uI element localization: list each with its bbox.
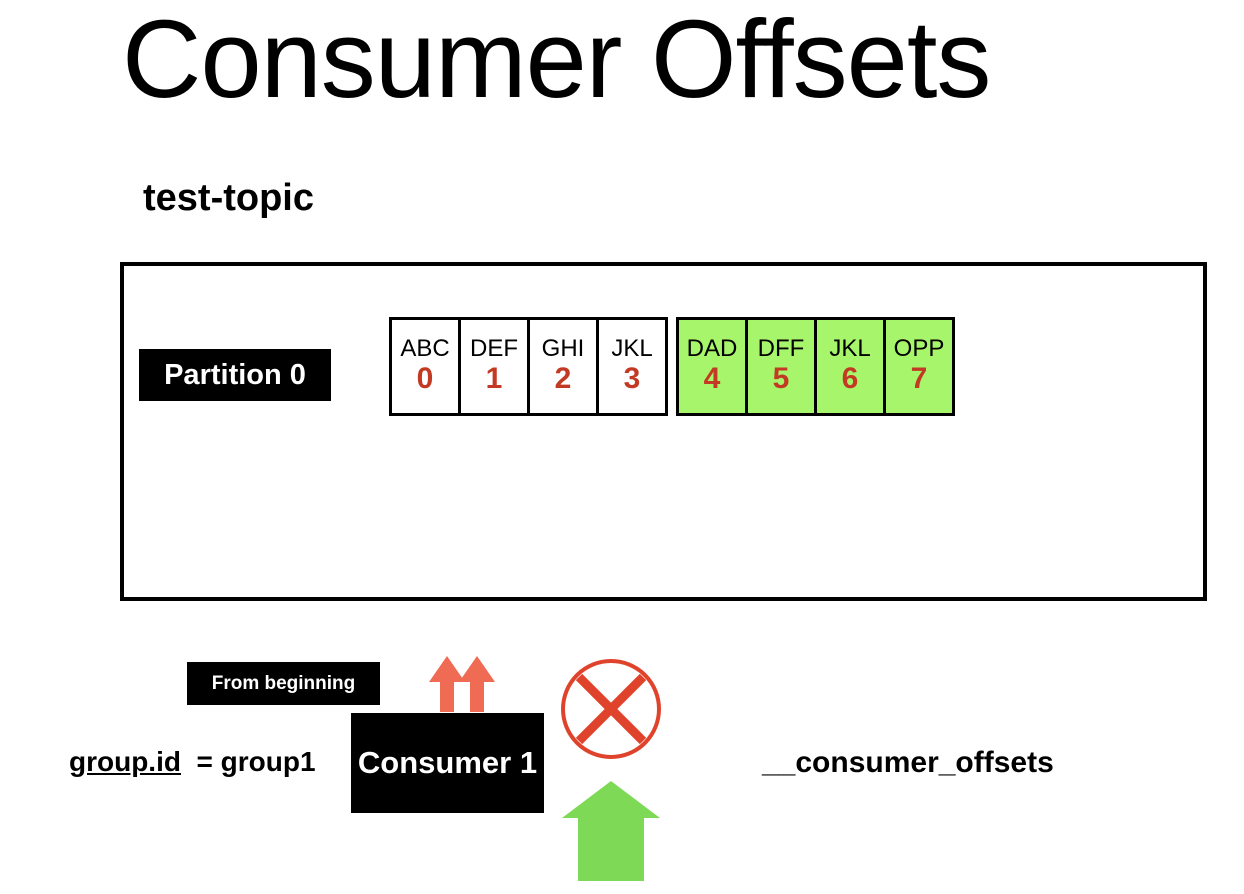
new-messages-group: DAD 4 DFF 5 JKL 6 OPP 7 [676,317,955,416]
message-key: JKL [829,335,871,362]
diagram-title: Consumer Offsets [122,0,991,121]
message-offset: 5 [772,362,790,395]
message-key: DEF [470,335,518,362]
message-offset: 0 [416,362,434,395]
topic-name: test-topic [143,177,314,219]
consumer-offsets-topic: __consumer_offsets [762,746,1054,779]
message-key: DAD [686,335,738,362]
from-beginning-badge: From beginning [187,662,380,705]
partition-label: Partition 0 [139,349,331,401]
group-id-label: group.id = group1 [69,746,316,778]
message-offset: 1 [485,362,503,395]
message-key: OPP [893,335,945,362]
up-arrow-icon [562,781,660,881]
message-cell: OPP 7 [883,317,955,416]
message-offset: 6 [841,362,859,395]
message-cell: JKL 6 [814,317,886,416]
message-key: GHI [541,335,585,362]
message-offset: 3 [623,362,641,395]
consumed-messages-group: ABC 0 DEF 1 GHI 2 JKL 3 [389,317,668,416]
message-cell: DEF 1 [458,317,530,416]
message-cell: DFF 5 [745,317,817,416]
group-id-key: group.id [69,746,181,777]
message-cell: GHI 2 [527,317,599,416]
message-key: DFF [757,335,805,362]
message-cell: DAD 4 [676,317,748,416]
cross-circle-icon [561,659,661,759]
message-cell: ABC 0 [389,317,461,416]
message-key: JKL [611,335,653,362]
message-offset: 2 [554,362,572,395]
message-offset: 7 [910,362,928,395]
group-id-value: = group1 [196,746,316,777]
message-offset: 4 [703,362,721,395]
topic-box [120,262,1207,601]
message-cell: JKL 3 [596,317,668,416]
double-up-arrow-icon [429,656,495,712]
consumer-box: Consumer 1 [351,713,544,813]
message-key: ABC [400,335,450,362]
